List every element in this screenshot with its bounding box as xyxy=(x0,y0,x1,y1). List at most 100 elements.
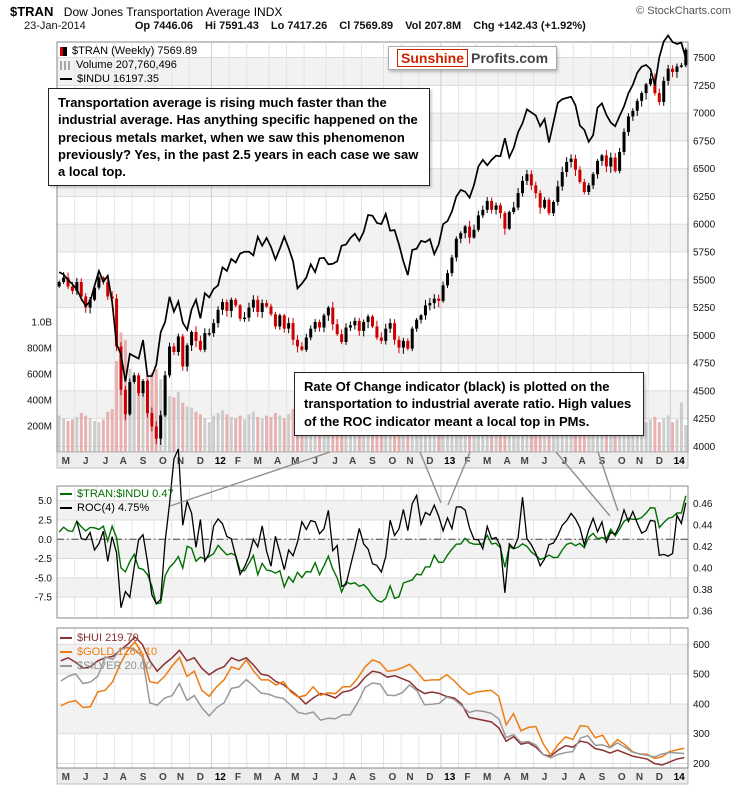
svg-text:0.46: 0.46 xyxy=(693,499,713,510)
svg-text:0.36: 0.36 xyxy=(693,607,713,618)
ticker-symbol: $TRAN xyxy=(10,4,54,19)
svg-text:J: J xyxy=(103,772,109,783)
svg-text:4000: 4000 xyxy=(693,442,716,453)
svg-text:M: M xyxy=(483,456,491,467)
svg-text:-2.5: -2.5 xyxy=(35,554,53,565)
legend-row-gold: $GOLD 1264.10 xyxy=(60,645,157,659)
svg-text:5000: 5000 xyxy=(693,331,716,342)
svg-text:500: 500 xyxy=(693,670,710,681)
line-icon xyxy=(60,78,72,80)
svg-text:M: M xyxy=(291,456,299,467)
svg-text:M: M xyxy=(62,456,70,467)
svg-text:J: J xyxy=(332,456,338,467)
sunshine-profits-watermark: Sunshine Profits.com xyxy=(388,46,558,70)
svg-text:-5.0: -5.0 xyxy=(35,573,53,584)
svg-text:J: J xyxy=(103,456,109,467)
svg-text:J: J xyxy=(562,772,568,783)
svg-text:O: O xyxy=(388,456,396,467)
svg-text:M: M xyxy=(483,772,491,783)
legend-hui-label: $HUI 219.70 xyxy=(77,632,139,644)
svg-text:A: A xyxy=(349,456,356,467)
svg-text:J: J xyxy=(312,772,318,783)
roc-panel-legend: $TRAN:$INDU 0.47 ROC(4) 4.75% xyxy=(60,487,174,515)
volume-bars-icon xyxy=(60,60,71,70)
quote-close: Cl 7569.89 xyxy=(339,20,394,32)
svg-text:200M: 200M xyxy=(27,422,52,433)
svg-text:4750: 4750 xyxy=(693,359,716,370)
svg-text:F: F xyxy=(235,772,241,783)
svg-text:O: O xyxy=(618,772,626,783)
green-line-icon xyxy=(60,493,72,495)
annotation-box-transportation: Transportation average is rising much fa… xyxy=(48,88,430,187)
svg-text:M: M xyxy=(291,772,299,783)
watermark-profits: Profits.com xyxy=(471,50,549,66)
svg-text:A: A xyxy=(120,456,127,467)
svg-text:M: M xyxy=(521,772,529,783)
indu-overlay-line xyxy=(58,34,687,382)
legend-tran-label: $TRAN (Weekly) 7569.89 xyxy=(72,45,198,57)
svg-text:300: 300 xyxy=(693,729,710,740)
svg-text:7000: 7000 xyxy=(693,109,716,120)
svg-text:D: D xyxy=(197,772,204,783)
svg-text:D: D xyxy=(656,456,663,467)
svg-text:F: F xyxy=(464,772,470,783)
svg-text:800M: 800M xyxy=(27,344,52,355)
svg-text:D: D xyxy=(426,772,433,783)
svg-text:200: 200 xyxy=(693,759,710,770)
svg-text:N: N xyxy=(177,456,184,467)
svg-text:J: J xyxy=(542,456,548,467)
svg-text:0.42: 0.42 xyxy=(693,542,713,553)
candlestick-icon xyxy=(60,46,67,56)
svg-text:12: 12 xyxy=(215,772,227,783)
svg-text:O: O xyxy=(388,772,396,783)
legend-row-ratio: $TRAN:$INDU 0.47 xyxy=(60,487,174,501)
price-panel xyxy=(56,41,689,453)
legend-volume-label: Volume 207,760,496 xyxy=(76,59,177,71)
svg-text:M: M xyxy=(254,456,262,467)
svg-text:0.44: 0.44 xyxy=(693,521,713,532)
annotation-box-roc: Rate Of Change indicator (black) is plot… xyxy=(294,372,644,436)
svg-text:5750: 5750 xyxy=(693,248,716,259)
svg-text:13: 13 xyxy=(444,772,456,783)
svg-text:12: 12 xyxy=(215,456,227,467)
svg-text:A: A xyxy=(274,456,281,467)
svg-text:D: D xyxy=(197,456,204,467)
quote-low: Lo 7417.26 xyxy=(270,20,328,32)
x-axis-strips: MJJASOND12FMAMJJASOND13FMAMJJASOND14MJJA… xyxy=(56,451,689,785)
svg-text:7250: 7250 xyxy=(693,81,716,92)
legend-row-roc: ROC(4) 4.75% xyxy=(60,501,174,515)
svg-text:0.0: 0.0 xyxy=(38,535,52,546)
svg-text:O: O xyxy=(159,456,167,467)
legend-ratio-label: $TRAN:$INDU 0.47 xyxy=(77,488,174,500)
quote-high: Hi 7591.43 xyxy=(205,20,259,32)
precious-metals-panel: 600 500 400 300 200 xyxy=(56,627,710,770)
svg-text:400M: 400M xyxy=(27,396,52,407)
svg-text:5250: 5250 xyxy=(693,303,716,314)
copyright: © StockCharts.com xyxy=(636,5,731,17)
svg-text:400: 400 xyxy=(693,699,710,710)
svg-text:M: M xyxy=(62,772,70,783)
svg-text:7500: 7500 xyxy=(693,53,716,64)
svg-text:A: A xyxy=(578,772,585,783)
svg-text:O: O xyxy=(159,772,167,783)
svg-text:600: 600 xyxy=(693,640,710,651)
legend-row-hui: $HUI 219.70 xyxy=(60,631,157,645)
svg-text:S: S xyxy=(599,772,606,783)
candlesticks xyxy=(57,47,688,445)
svg-text:6250: 6250 xyxy=(693,192,716,203)
svg-text:4250: 4250 xyxy=(693,414,716,425)
svg-text:13: 13 xyxy=(444,456,456,467)
watermark-sunshine: Sunshine xyxy=(397,49,469,67)
svg-text:600M: 600M xyxy=(27,370,52,381)
svg-text:J: J xyxy=(83,456,89,467)
svg-text:A: A xyxy=(120,772,127,783)
svg-text:1.0B: 1.0B xyxy=(31,318,52,329)
gold-line-icon xyxy=(60,651,72,653)
svg-text:5500: 5500 xyxy=(693,275,716,286)
svg-text:N: N xyxy=(406,772,413,783)
svg-text:D: D xyxy=(426,456,433,467)
svg-text:A: A xyxy=(349,772,356,783)
legend-roc-label: ROC(4) 4.75% xyxy=(77,502,150,514)
svg-text:M: M xyxy=(521,456,529,467)
